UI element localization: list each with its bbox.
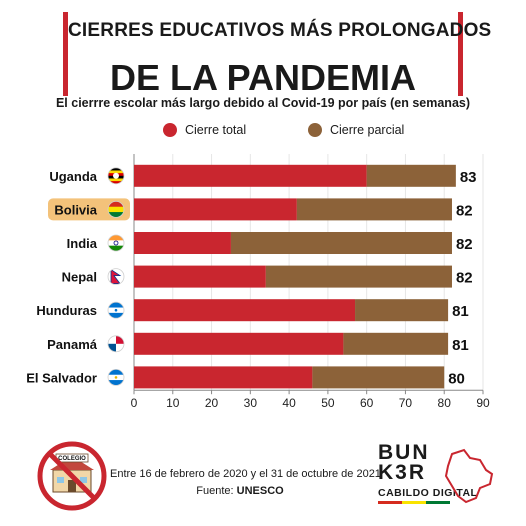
x-tick-label: 40 (282, 396, 296, 410)
x-tick-label: 70 (399, 396, 413, 410)
legend-swatch-total (163, 123, 177, 137)
source-prefix: Fuente: (196, 485, 237, 497)
bolivia-map-outline (444, 448, 494, 504)
x-tick-label: 30 (244, 396, 258, 410)
category-label: India (67, 236, 98, 251)
bar-partial (312, 366, 445, 389)
legend-swatch-partial (308, 123, 322, 137)
total-value-label: 81 (452, 337, 469, 354)
x-tick-label: 20 (205, 396, 219, 410)
chart-subtitle: El cierrre escolar más largo debido al C… (55, 96, 471, 110)
chart-title-line2: DE LA PANDEMIA (110, 57, 416, 98)
source-name: UNESCO (236, 485, 284, 497)
bar-partial (355, 299, 449, 322)
title-frame: CIERRES EDUCATIVOS MÁS PROLONGADOS DE LA… (63, 12, 492, 98)
total-value-label: 82 (456, 270, 473, 287)
chart-title-line1: CIERRES EDUCATIVOS MÁS PROLONGADOS (68, 20, 492, 41)
legend-label-partial: Cierre parcial (330, 123, 405, 137)
bolivia-flag (107, 200, 125, 218)
bar-partial (343, 332, 449, 355)
legend-item-partial: Cierre parcial (308, 121, 404, 139)
x-tick-label: 0 (131, 396, 138, 410)
bar-total (134, 366, 313, 389)
bar-total (134, 299, 356, 322)
bar-total (134, 232, 231, 254)
category-label: Hunduras (36, 303, 97, 318)
total-value-label: 80 (448, 370, 465, 387)
highlight-box (48, 198, 130, 221)
india-flag (107, 234, 125, 252)
uganda-flag (107, 167, 125, 185)
bar-total (134, 164, 367, 187)
bar-total (134, 265, 266, 288)
el-salvador-flag (107, 368, 125, 386)
bar-total (134, 332, 344, 355)
total-value-label: 83 (460, 169, 477, 186)
bar-partial (230, 232, 452, 254)
brand-line3: CABILDO DIGITAL (378, 487, 478, 499)
source-note: Fuente: UNESCO (110, 485, 370, 497)
brand-line2: K3R (378, 461, 427, 484)
x-tick-label: 50 (321, 396, 335, 410)
svg-text:COLEGIO: COLEGIO (58, 456, 86, 462)
panama-flag (107, 335, 125, 353)
x-tick-label: 60 (360, 396, 374, 410)
brand-logo: BUN K3R CABILDO DIGITAL (378, 441, 488, 499)
total-value-label: 82 (456, 236, 473, 253)
bar-partial (265, 265, 452, 288)
closed-school-icon: COLEGIO (37, 441, 107, 511)
category-label: Uganda (49, 169, 97, 184)
x-tick-label: 90 (476, 396, 490, 410)
brand-line1: BUN (378, 441, 430, 464)
category-label: Panamá (47, 337, 98, 352)
category-label: Nepal (62, 270, 97, 285)
honduras-flag (107, 301, 125, 319)
brand-color-bar (378, 501, 450, 504)
total-value-label: 81 (452, 303, 469, 320)
date-range-note: Entre 16 de febrero de 2020 y el 31 de o… (110, 468, 381, 480)
x-tick-label: 80 (438, 396, 452, 410)
bar-partial (296, 198, 452, 221)
nepal-flag (107, 268, 125, 286)
x-tick-label: 10 (166, 396, 180, 410)
bar-total (134, 198, 297, 221)
bar-partial (366, 164, 456, 187)
category-label: El Salvador (26, 370, 97, 385)
legend-label-total: Cierre total (185, 123, 247, 137)
total-value-label: 82 (456, 202, 473, 219)
category-label: Bolivia (54, 202, 97, 217)
legend-item-total: Cierre total (163, 121, 246, 139)
